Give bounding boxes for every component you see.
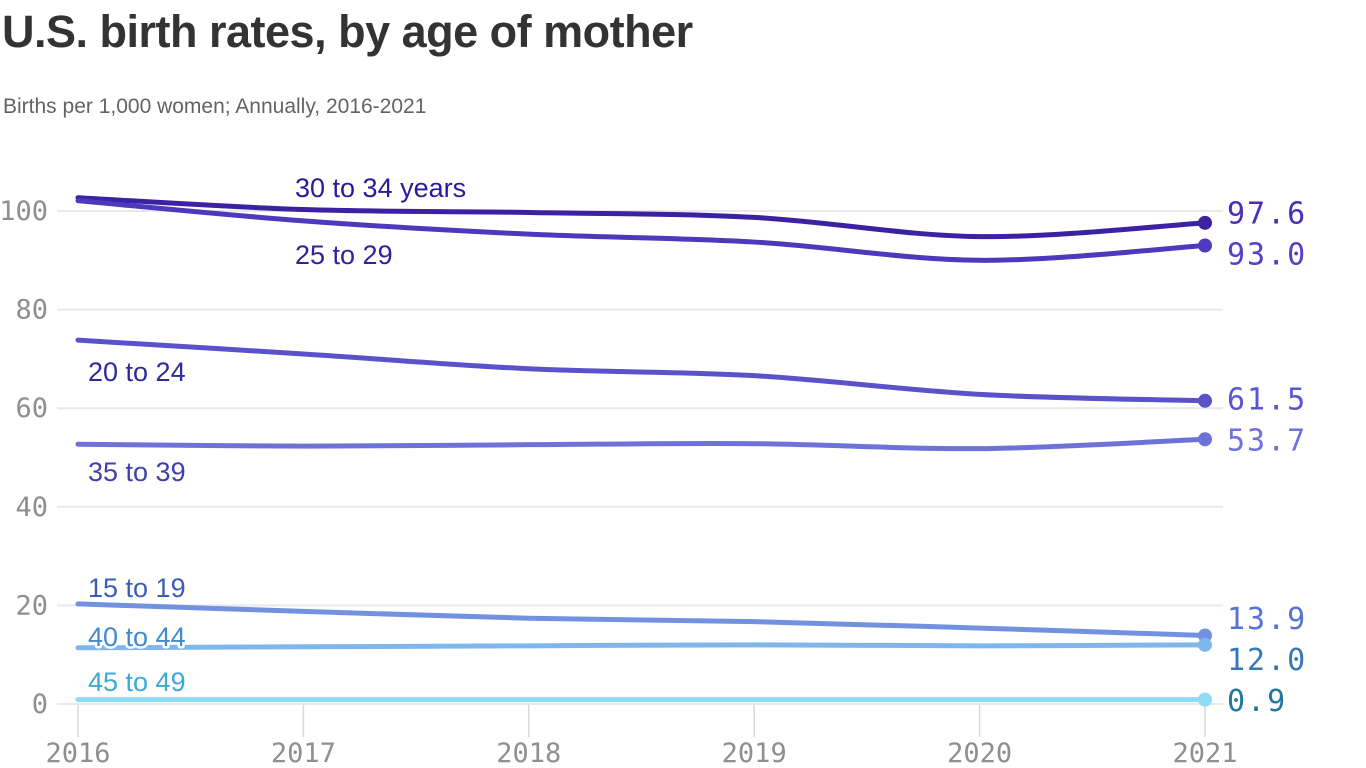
series-value-label-15-to-19: 13.9 — [1227, 602, 1307, 637]
series-end-dot-45-to-49 — [1198, 692, 1212, 707]
x-axis-tick-label: 2021 — [1172, 738, 1237, 768]
series-line-40-to-44 — [75, 642, 1208, 651]
y-axis-tick-label: 100 — [0, 196, 48, 227]
series-label-35-to-39: 35 to 39 — [88, 457, 186, 487]
series-end-dot-20-to-24 — [1198, 393, 1212, 408]
series-label-40-to-44: 40 to 44 — [88, 622, 186, 652]
series-line-15-to-19 — [75, 601, 1208, 638]
series-value-label-20-to-24: 61.5 — [1227, 383, 1307, 418]
series-label-25-to-29: 25 to 29 — [295, 240, 393, 270]
y-axis-tick-label: 60 — [15, 393, 48, 424]
series-end-dot-30-to-34-years — [1198, 215, 1212, 230]
series-value-label-40-to-44: 12.0 — [1227, 643, 1307, 678]
chart-title: U.S. birth rates, by age of mother — [2, 6, 693, 57]
y-axis-tick-label: 20 — [15, 590, 48, 621]
series-value-label-25-to-29: 93.0 — [1227, 238, 1307, 273]
series-line-30-to-34-years — [75, 195, 1208, 240]
x-axis-tick-label: 2019 — [722, 738, 787, 768]
x-axis-tick-label: 2017 — [271, 738, 336, 768]
chart-subtitle: Births per 1,000 women; Annually, 2016-2… — [3, 95, 427, 118]
series-line-25-to-29 — [75, 198, 1208, 263]
x-axis-tick-label: 2016 — [45, 738, 110, 768]
series-label-20-to-24: 20 to 24 — [88, 357, 186, 387]
series-line-20-to-24 — [75, 337, 1208, 404]
y-axis-tick-label: 80 — [15, 295, 48, 326]
series-end-dot-35-to-39 — [1198, 432, 1212, 447]
series-value-label-35-to-39: 53.7 — [1227, 424, 1307, 459]
series-value-label-30-to-34-years: 97.6 — [1227, 197, 1307, 232]
series-label-15-to-19: 15 to 19 — [88, 573, 186, 603]
series-line-35-to-39 — [75, 436, 1208, 452]
y-axis-tick-label: 0 — [32, 689, 48, 720]
series-end-dot-25-to-29 — [1198, 238, 1212, 253]
x-axis-tick-label: 2018 — [496, 738, 561, 768]
y-axis-tick-label: 40 — [15, 492, 48, 523]
series-label-30-to-34-years: 30 to 34 years — [295, 173, 466, 203]
series-value-label-45-to-49: 0.9 — [1227, 684, 1287, 719]
x-axis-tick-label: 2020 — [947, 738, 1012, 768]
series-end-dot-40-to-44 — [1198, 637, 1212, 652]
series-label-45-to-49: 45 to 49 — [88, 667, 186, 697]
